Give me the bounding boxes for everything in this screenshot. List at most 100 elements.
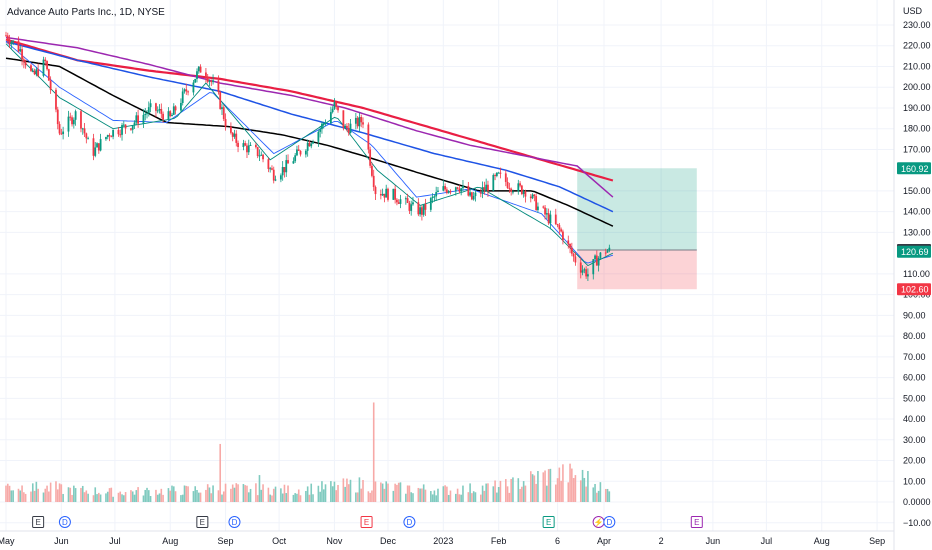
candle[interactable] bbox=[483, 181, 486, 195]
candle[interactable] bbox=[487, 180, 489, 197]
candle[interactable] bbox=[379, 189, 382, 200]
candle[interactable] bbox=[44, 57, 47, 66]
candle[interactable] bbox=[271, 165, 273, 171]
candle[interactable] bbox=[269, 166, 272, 173]
candle[interactable] bbox=[372, 169, 375, 191]
candle[interactable] bbox=[121, 122, 123, 141]
candle[interactable] bbox=[296, 145, 298, 157]
candle[interactable] bbox=[547, 208, 550, 225]
candle[interactable] bbox=[142, 109, 145, 128]
candle[interactable] bbox=[287, 154, 289, 164]
candle[interactable] bbox=[292, 157, 295, 164]
candle[interactable] bbox=[69, 112, 72, 121]
candle[interactable] bbox=[158, 104, 161, 114]
candle[interactable] bbox=[267, 157, 270, 173]
candle[interactable] bbox=[454, 186, 457, 196]
candle[interactable] bbox=[587, 268, 589, 281]
candle[interactable] bbox=[33, 68, 36, 76]
candle[interactable] bbox=[212, 74, 214, 85]
candle[interactable] bbox=[519, 181, 521, 188]
candle[interactable] bbox=[485, 178, 488, 191]
candle[interactable] bbox=[387, 187, 389, 202]
candle[interactable] bbox=[37, 63, 40, 78]
candle[interactable] bbox=[130, 127, 132, 131]
candle[interactable] bbox=[131, 125, 134, 134]
candle[interactable] bbox=[410, 200, 413, 216]
candle[interactable] bbox=[342, 110, 345, 131]
candle[interactable] bbox=[312, 139, 314, 145]
candle[interactable] bbox=[49, 76, 52, 94]
candle[interactable] bbox=[297, 145, 300, 151]
candle[interactable] bbox=[172, 103, 175, 116]
candle[interactable] bbox=[135, 112, 138, 126]
candle[interactable] bbox=[171, 112, 173, 117]
candle[interactable] bbox=[83, 122, 86, 138]
candle[interactable] bbox=[531, 193, 534, 200]
candle[interactable] bbox=[535, 193, 538, 211]
candle[interactable] bbox=[344, 123, 347, 128]
candle[interactable] bbox=[196, 68, 198, 83]
candle[interactable] bbox=[360, 114, 363, 128]
candle[interactable] bbox=[447, 189, 450, 194]
candle[interactable] bbox=[122, 120, 125, 127]
candle[interactable] bbox=[472, 191, 475, 201]
candle[interactable] bbox=[517, 179, 520, 195]
candle[interactable] bbox=[422, 203, 425, 217]
candle[interactable] bbox=[231, 131, 234, 142]
candle[interactable] bbox=[499, 167, 502, 179]
candle[interactable] bbox=[469, 188, 471, 198]
candle[interactable] bbox=[46, 60, 48, 71]
candle[interactable] bbox=[371, 162, 373, 178]
candle[interactable] bbox=[258, 149, 261, 162]
candle[interactable] bbox=[319, 125, 322, 138]
candle[interactable] bbox=[35, 67, 38, 77]
candle[interactable] bbox=[155, 102, 157, 117]
candle[interactable] bbox=[495, 172, 498, 178]
candle[interactable] bbox=[119, 129, 122, 138]
candle[interactable] bbox=[285, 154, 288, 177]
earnings-marker[interactable]: E bbox=[690, 516, 703, 528]
candle[interactable] bbox=[272, 166, 275, 184]
candle[interactable] bbox=[497, 171, 500, 174]
candle[interactable] bbox=[256, 146, 259, 159]
earnings-marker[interactable]: E bbox=[360, 516, 373, 528]
candle[interactable] bbox=[205, 67, 207, 83]
candle[interactable] bbox=[187, 90, 189, 96]
candle[interactable] bbox=[281, 161, 284, 181]
candle[interactable] bbox=[137, 109, 139, 128]
candle[interactable] bbox=[445, 187, 448, 195]
candle[interactable] bbox=[30, 63, 32, 72]
candle[interactable] bbox=[592, 258, 595, 280]
candle[interactable] bbox=[310, 142, 313, 149]
candle[interactable] bbox=[385, 184, 388, 198]
candle[interactable] bbox=[97, 143, 100, 154]
candle[interactable] bbox=[260, 151, 263, 156]
candle[interactable] bbox=[556, 223, 559, 228]
candle[interactable] bbox=[233, 129, 236, 139]
candle[interactable] bbox=[554, 208, 557, 226]
candle[interactable] bbox=[569, 243, 571, 254]
candle[interactable] bbox=[544, 205, 546, 220]
candle[interactable] bbox=[412, 196, 414, 206]
time-axis[interactable]: May Jun Jul Aug Sep Oct Nov Dec 2023 Feb 6 Apr 2 Jun J… bbox=[0, 536, 885, 546]
candle[interactable] bbox=[419, 205, 422, 217]
candle[interactable] bbox=[167, 107, 170, 121]
candle[interactable] bbox=[574, 252, 577, 266]
candle[interactable] bbox=[424, 198, 427, 216]
candle[interactable] bbox=[306, 139, 309, 157]
candle[interactable] bbox=[322, 121, 325, 129]
candle[interactable] bbox=[429, 196, 432, 212]
candle[interactable] bbox=[383, 193, 386, 203]
candle[interactable] bbox=[237, 140, 239, 153]
candle[interactable] bbox=[221, 103, 223, 115]
candle[interactable] bbox=[337, 106, 339, 113]
candle[interactable] bbox=[217, 75, 220, 95]
candle[interactable] bbox=[506, 177, 509, 189]
candle[interactable] bbox=[537, 202, 539, 213]
candle[interactable] bbox=[333, 98, 336, 111]
candle[interactable] bbox=[117, 126, 120, 137]
candle[interactable] bbox=[149, 99, 152, 113]
candle[interactable] bbox=[208, 79, 211, 87]
candle[interactable] bbox=[545, 208, 548, 219]
